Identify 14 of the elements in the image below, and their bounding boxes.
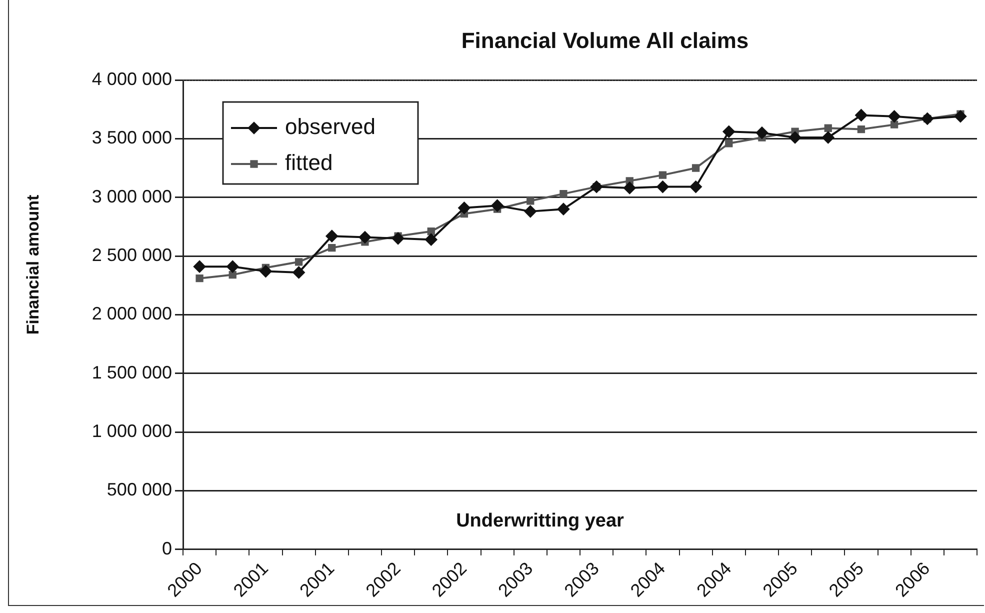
x-axis-title: Underwritting year [456,510,625,532]
legend-label: observed [285,114,376,140]
y-tick-label: 0 [162,538,172,558]
y-tick-label: 3 500 000 [92,128,172,148]
y-tick-label: 1 500 000 [92,362,172,382]
y-tick-label: 3 000 000 [92,186,172,206]
y-tick-label: 2 000 000 [92,304,172,324]
chart-title: Financial Volume All claims [461,28,749,54]
legend-label: fitted [285,150,333,176]
y-tick-label: 4 000 000 [92,68,172,89]
y-tick-label: 1 000 000 [92,421,172,442]
y-axis-title: Financial amount [24,194,43,335]
y-tick-label: 2 500 000 [92,245,172,265]
y-tick-label: 500 000 [106,480,172,500]
